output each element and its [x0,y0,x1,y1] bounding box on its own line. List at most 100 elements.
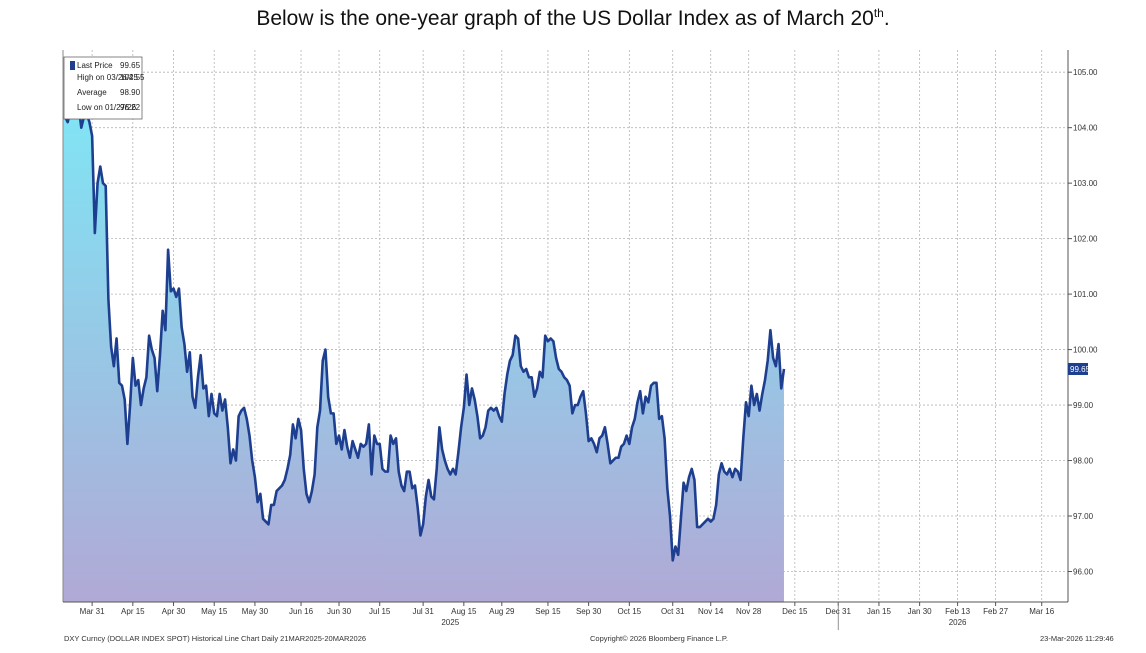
data-point [477,416,478,417]
data-point [132,357,133,358]
data-point [425,496,426,497]
data-point [547,341,548,342]
data-point [648,402,649,403]
data-point [555,357,556,358]
data-point [626,435,627,436]
data-point [414,485,415,486]
data-point [539,371,540,372]
data-point [333,413,334,414]
data-point [243,407,244,408]
data-point [119,382,120,383]
data-point [697,527,698,528]
data-point [569,385,570,386]
data-point [699,527,700,528]
x-tick-label: Nov 14 [698,607,724,616]
data-point [748,416,749,417]
data-point [580,396,581,397]
data-point [669,515,670,516]
data-point [759,410,760,411]
data-point [322,360,323,361]
data-point [507,374,508,375]
x-tick-label: Aug 29 [489,607,515,616]
data-point [542,377,543,378]
data-point [368,424,369,425]
data-point [520,366,521,367]
data-point [716,504,717,505]
data-point [111,346,112,347]
data-point [276,490,277,491]
data-point [604,427,605,428]
data-point [208,416,209,417]
data-point [764,379,765,380]
data-point [675,546,676,547]
y-tick-label: 104.00 [1073,124,1098,133]
data-point [235,460,236,461]
data-point [610,463,611,464]
data-point [102,183,103,184]
data-point [678,554,679,555]
data-point [501,421,502,422]
data-point [602,435,603,436]
legend-value-high: 104.55 [120,73,145,82]
data-point [238,416,239,417]
x-tick-label: Jan 15 [867,607,892,616]
x-tick-label: Dec 15 [782,607,808,616]
data-point [143,388,144,389]
data-point [273,504,274,505]
data-point [754,404,755,405]
data-point [526,368,527,369]
data-point [756,393,757,394]
data-point [349,457,350,458]
data-point [480,438,481,439]
data-point [108,299,109,300]
data-point [336,443,337,444]
data-point [314,474,315,475]
data-point [607,443,608,444]
data-point [667,488,668,489]
data-point [260,493,261,494]
data-point [330,413,331,414]
data-point [778,343,779,344]
data-point [216,416,217,417]
x-tick-label: Oct 15 [618,607,642,616]
data-point [591,438,592,439]
data-point [694,479,695,480]
data-point [583,391,584,392]
data-point [140,404,141,405]
data-point [534,396,535,397]
data-point [363,446,364,447]
data-point [401,485,402,486]
data-point [271,504,272,505]
data-point [168,249,169,250]
data-point [124,399,125,400]
data-point [219,393,220,394]
data-point [298,418,299,419]
data-point [319,410,320,411]
data-point [404,490,405,491]
data-point [265,521,266,522]
data-point [781,388,782,389]
year-label: 2025 [441,618,459,627]
data-point [149,335,150,336]
data-point [726,474,727,475]
data-point [439,427,440,428]
heading-text: Below is the one-year graph of the US Do… [256,7,874,30]
data-point [257,502,258,503]
footer-copyright: Copyright© 2026 Bloomberg Finance L.P. [590,634,728,643]
data-point [412,488,413,489]
data-point [640,391,641,392]
data-point [713,518,714,519]
data-point [195,407,196,408]
x-tick-label: Sep 15 [535,607,561,616]
x-tick-label: Jun 16 [289,607,314,616]
data-point [94,232,95,233]
data-point [642,413,643,414]
data-point [357,457,358,458]
data-point [631,427,632,428]
data-point [157,391,158,392]
data-point [509,360,510,361]
data-point [471,388,472,389]
data-point [246,418,247,419]
data-point [621,446,622,447]
